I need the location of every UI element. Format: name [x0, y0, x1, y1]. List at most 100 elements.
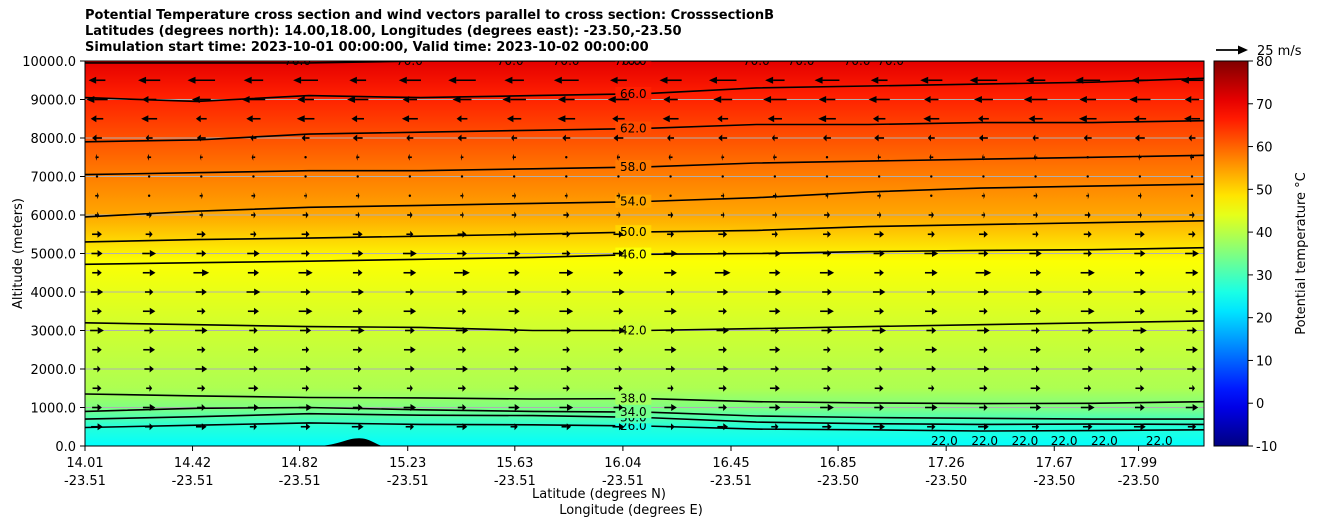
- wind-head: [879, 404, 885, 411]
- wind-head: [306, 307, 313, 315]
- wind-head: [671, 307, 677, 315]
- wind-head: [201, 230, 206, 238]
- wind-head: [1088, 230, 1092, 238]
- wind-head: [1088, 384, 1092, 392]
- wind-vector-icon: [564, 192, 568, 200]
- wind-vector-icon: [877, 175, 881, 178]
- wind-vector-icon: [763, 96, 787, 103]
- wind-head: [616, 153, 619, 161]
- wind-vector-icon: [769, 404, 781, 411]
- wind-head: [306, 365, 311, 373]
- wind-vector-icon: [248, 384, 259, 392]
- wind-head: [1032, 134, 1036, 142]
- wind-vector-icon: [561, 423, 572, 431]
- wind-dot: [408, 175, 412, 178]
- wind-vector-icon: [1187, 327, 1197, 334]
- wind-vector-icon: [560, 365, 572, 373]
- wind-head: [566, 211, 570, 219]
- wind-vector-icon: [1185, 250, 1199, 257]
- wind-head: [723, 269, 731, 277]
- wind-head: [670, 288, 675, 296]
- wind-vector-icon: [716, 365, 729, 373]
- wind-vector-icon: [508, 404, 520, 411]
- wind-vector-icon: [301, 250, 310, 257]
- wind-vector-icon: [663, 250, 678, 257]
- wind-head: [410, 211, 413, 219]
- wind-head: [462, 404, 467, 411]
- wind-head: [1140, 288, 1147, 296]
- y-tick-label: 7000.0: [31, 171, 77, 186]
- wind-vector-icon: [713, 96, 733, 103]
- wind-vector-icon: [1084, 384, 1092, 392]
- wind-vector-icon: [197, 307, 206, 315]
- wind-vector-icon: [717, 288, 729, 296]
- wind-head: [456, 115, 462, 123]
- wind-vector-icon: [1025, 76, 1046, 84]
- wind-vector-icon: [823, 230, 831, 238]
- wind-vector-icon: [93, 365, 101, 373]
- wind-vector-icon: [405, 365, 415, 373]
- wind-head: [1088, 365, 1094, 373]
- wind-vector-icon: [404, 327, 415, 334]
- wind-dot: [147, 175, 151, 178]
- wind-vector-icon: [406, 230, 414, 238]
- wind-head: [305, 230, 310, 238]
- wind-vector-icon: [351, 423, 364, 431]
- wind-head: [358, 384, 363, 392]
- wind-vector-icon: [1189, 384, 1195, 392]
- wind-vector-icon: [821, 327, 833, 334]
- wind-vector-icon: [90, 288, 104, 296]
- contour-label-bg: [615, 121, 652, 135]
- wind-head: [462, 288, 468, 296]
- wind-head: [827, 423, 832, 431]
- wind-vector-icon: [1033, 192, 1038, 200]
- wind-vector-icon: [924, 96, 939, 103]
- wind-vector-icon: [565, 175, 568, 178]
- wind-vector-icon: [91, 423, 103, 431]
- wind-head: [202, 269, 210, 277]
- wind-head: [462, 423, 468, 431]
- wind-head: [1140, 404, 1145, 411]
- wind-vector-icon: [718, 404, 727, 411]
- wind-vector-icon: [769, 269, 781, 277]
- top-contour-label: 70.0: [844, 54, 871, 68]
- wind-head: [1035, 365, 1040, 373]
- wind-head: [1088, 250, 1092, 257]
- wind-head: [201, 384, 206, 392]
- wind-head: [410, 250, 417, 257]
- wind-vector-icon: [823, 134, 831, 142]
- wind-vector-icon: [930, 175, 933, 178]
- wind-head: [984, 269, 992, 277]
- wind-vector-icon: [874, 384, 884, 392]
- wind-head: [927, 134, 931, 142]
- wind-head: [149, 327, 155, 334]
- wind-vector-icon: [250, 134, 257, 142]
- wind-vector-icon: [818, 96, 836, 103]
- wind-vector-icon: [251, 192, 256, 200]
- y-tick-label: 4000.0: [31, 286, 77, 301]
- wind-vector-icon: [1031, 423, 1040, 431]
- wind-head: [1088, 307, 1095, 315]
- wind-head: [1140, 269, 1145, 277]
- wind-head: [1035, 192, 1038, 200]
- wind-vector-icon: [982, 153, 985, 161]
- y-tick-label: 1000.0: [31, 402, 77, 417]
- contour-label-bg: [615, 61, 652, 67]
- wind-vector-icon: [508, 346, 520, 354]
- wind-vector-icon: [819, 269, 835, 277]
- wind-head: [253, 192, 256, 200]
- wind-vector-icon: [821, 365, 833, 373]
- wind-head: [823, 134, 827, 142]
- wind-vector-icon: [1134, 250, 1146, 257]
- wind-head: [145, 134, 149, 142]
- wind-vector-icon: [557, 115, 576, 123]
- wind-head: [97, 384, 102, 392]
- colorbar-tick-label: 50: [1256, 183, 1273, 198]
- wind-head: [358, 230, 363, 238]
- wind-head: [407, 153, 410, 161]
- wind-head: [305, 192, 307, 200]
- wind-head: [767, 115, 775, 123]
- wind-vector-icon: [460, 211, 464, 219]
- wind-vector-icon: [247, 307, 259, 315]
- wind-head: [879, 346, 884, 354]
